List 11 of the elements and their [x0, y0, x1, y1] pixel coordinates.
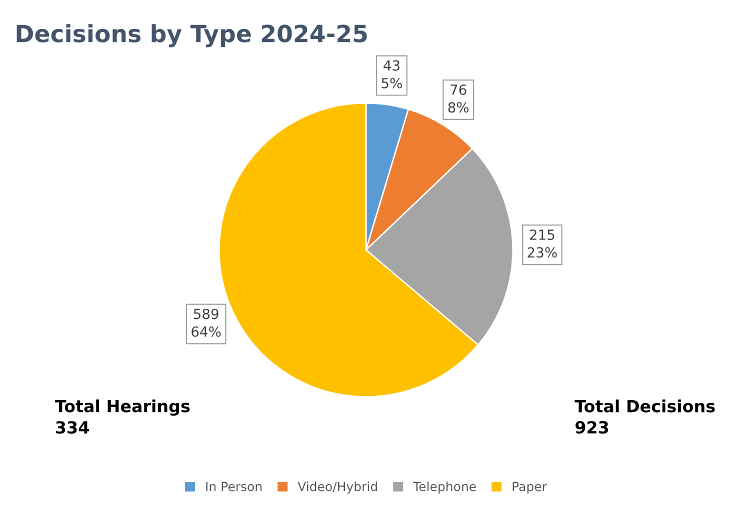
text: Total Decisions 923	[574, 400, 715, 434]
data-label: 76 8%	[448, 84, 469, 113]
data-label: 589 64%	[192, 308, 221, 337]
data-label: 43 5%	[382, 60, 402, 88]
legend-label: In Person	[206, 482, 262, 492]
text: Total Hearings 334	[54, 399, 190, 434]
chart-title: Decisions by Type 2024-25	[16, 24, 367, 48]
legend-label: Paper	[512, 482, 547, 494]
data-label: 215 23%	[528, 229, 557, 258]
legend-label: Telephone	[413, 482, 476, 494]
legend-label: Video/Hybrid	[298, 482, 377, 494]
